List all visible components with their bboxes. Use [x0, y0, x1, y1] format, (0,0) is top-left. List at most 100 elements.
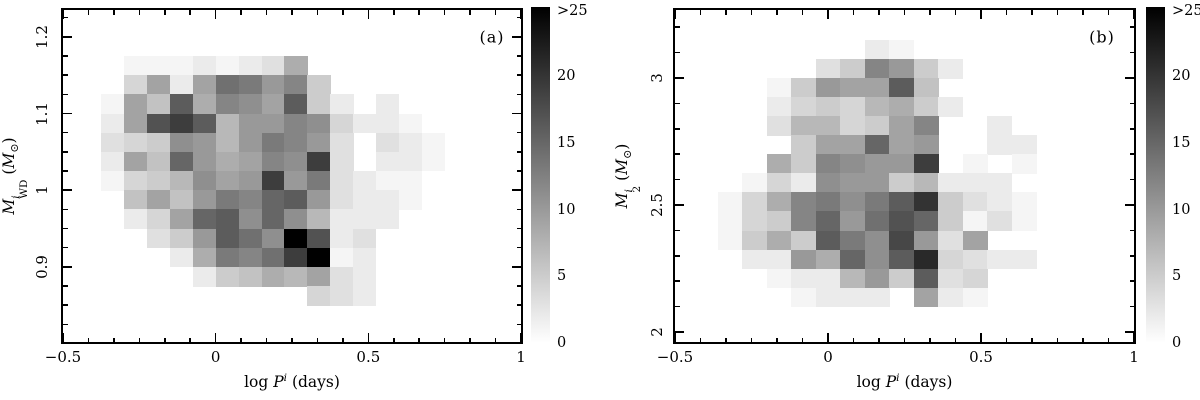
x-minor-tick — [418, 10, 420, 15]
y-minor-tick — [675, 305, 680, 308]
heatmap-cell — [101, 132, 125, 153]
heatmap-cell — [215, 75, 240, 95]
x-minor-tick — [954, 10, 957, 15]
heatmap-cell — [215, 209, 240, 230]
heatmap-cell — [261, 190, 285, 210]
heatmap-cell — [864, 97, 890, 117]
heatmap-cell — [938, 97, 964, 117]
y-minor-tick — [1129, 178, 1134, 181]
heatmap-cell — [742, 211, 768, 231]
heatmap-cell — [307, 266, 331, 287]
x-minor-tick — [903, 337, 906, 342]
heatmap-cell — [889, 249, 915, 270]
heatmap-cell — [1011, 154, 1037, 174]
x-minor-tick — [316, 10, 319, 15]
x-tick-label: 1 — [1129, 348, 1139, 366]
heatmap-cell — [353, 228, 377, 249]
x-minor-tick — [1056, 337, 1059, 342]
y-tick — [512, 36, 521, 38]
heatmap-cell — [889, 97, 915, 117]
heatmap-cell — [307, 171, 331, 191]
heatmap-cell — [938, 59, 964, 79]
heatmap-cell — [192, 75, 217, 95]
heatmap-cell — [101, 151, 125, 172]
heatmap-cell — [261, 171, 285, 191]
heatmap-cell — [938, 173, 964, 193]
superscript: i — [283, 371, 288, 384]
heatmap-cell — [169, 94, 194, 114]
heatmap-cell — [284, 228, 308, 249]
y-minor-tick — [1129, 229, 1134, 232]
heatmap-cell — [840, 78, 866, 98]
heatmap-cell — [330, 171, 354, 191]
heatmap-cell — [124, 75, 148, 95]
heatmap-cell — [840, 116, 866, 136]
heatmap-cell — [147, 209, 171, 230]
x-tick-label: −0.5 — [656, 348, 694, 366]
heatmap-cell — [864, 287, 890, 308]
heatmap-cell — [147, 228, 171, 249]
heatmap-cell — [376, 113, 400, 134]
y-tick — [1125, 204, 1134, 206]
heatmap-cell — [840, 230, 866, 251]
heatmap-cell — [840, 97, 866, 117]
subscript: WD — [17, 179, 30, 199]
label-text: ( — [612, 174, 631, 186]
heatmap-cell — [124, 113, 148, 134]
heatmap-cell — [238, 132, 262, 153]
x-minor-tick — [954, 337, 957, 342]
heatmap-cell — [147, 132, 171, 153]
heatmap-cell — [791, 116, 817, 136]
heatmap-cell — [353, 247, 377, 268]
x-minor-tick — [163, 10, 166, 15]
superscript: i — [896, 371, 900, 384]
x-tick-label: 0.5 — [969, 348, 993, 366]
heatmap-cell — [1011, 192, 1037, 212]
x-minor-tick — [801, 337, 804, 342]
heatmap-cell — [124, 209, 148, 230]
heatmap-cell — [913, 173, 939, 193]
heatmap-cell — [840, 135, 866, 155]
x-minor-tick — [725, 337, 727, 342]
heatmap-cell — [987, 135, 1013, 155]
heatmap-cell — [307, 151, 331, 172]
heatmap-cell — [215, 190, 240, 210]
heatmap-cell — [238, 228, 262, 249]
x-tick-label: 0 — [823, 348, 833, 366]
y-minor-tick — [516, 208, 521, 211]
subscript: ⊙ — [7, 143, 21, 153]
y-tick-label: 1.2 — [33, 24, 51, 49]
x-tick — [367, 10, 370, 19]
heatmap-cell — [124, 190, 148, 210]
y-minor-tick — [1129, 153, 1134, 156]
panel-a-label: (a) — [479, 27, 505, 47]
y-tick — [512, 112, 521, 115]
heatmap-cell — [1011, 211, 1037, 231]
heatmap-cell — [766, 249, 792, 270]
heatmap-cell — [192, 132, 217, 153]
heatmap-cell — [913, 211, 939, 231]
label-text: (days) — [287, 373, 340, 391]
x-minor-tick — [1031, 10, 1033, 15]
heatmap-cell — [889, 135, 915, 155]
x-minor-tick — [494, 10, 497, 15]
heatmap-cell — [864, 211, 890, 231]
label-text: P — [885, 373, 897, 391]
x-minor-tick — [138, 337, 141, 342]
heatmap-cell — [889, 40, 915, 60]
heatmap-cell — [215, 56, 240, 76]
x-minor-tick — [1082, 337, 1084, 342]
y-minor-tick — [675, 280, 680, 283]
x-minor-tick — [1082, 10, 1084, 15]
heatmap-cell — [766, 97, 792, 117]
heatmap-cell — [889, 230, 915, 251]
heatmap-cell — [124, 151, 148, 172]
x-tick — [674, 10, 676, 19]
heatmap-cell — [215, 171, 240, 191]
y-minor-tick — [1129, 255, 1134, 257]
heatmap-cell — [791, 97, 817, 117]
x-tick-label: 1 — [516, 348, 526, 366]
